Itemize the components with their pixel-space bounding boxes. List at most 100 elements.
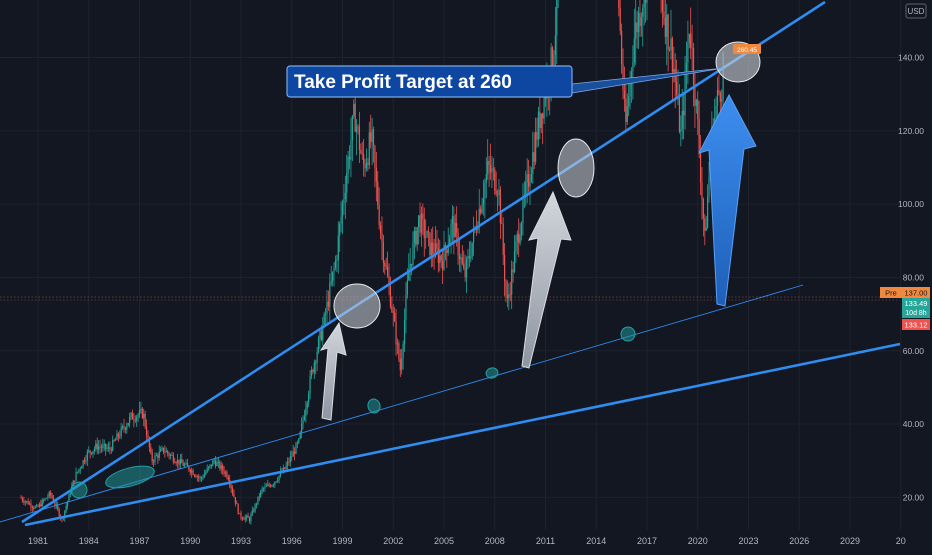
candle-body — [253, 510, 255, 512]
candle-body — [636, 22, 638, 33]
candle-body — [642, 7, 644, 18]
candle-body — [399, 359, 401, 371]
candle-body — [375, 167, 377, 182]
candle-body — [310, 370, 313, 376]
candle-body — [418, 215, 420, 228]
candle-body — [695, 99, 697, 106]
candle-body — [181, 459, 183, 464]
candle-body — [69, 493, 72, 495]
candle-body — [313, 362, 315, 373]
candle-body — [707, 197, 709, 228]
overlays: 260.45 — [0, 0, 901, 527]
candle-body — [303, 416, 306, 420]
candle-body — [23, 500, 25, 503]
lower-trendline[interactable] — [24, 342, 901, 527]
time-axis[interactable]: 1981 1984 1987 1990 1993 1996 1999 2002 2005 2008… — [28, 536, 906, 546]
candle-body — [275, 481, 277, 483]
candle-body — [324, 313, 327, 315]
candle-body — [106, 448, 108, 450]
candle-body — [138, 409, 141, 415]
candle-body — [161, 447, 163, 450]
candle-body — [339, 224, 341, 236]
candle-body — [440, 255, 442, 261]
candle-body — [353, 103, 355, 116]
candle-body — [282, 467, 284, 473]
candle-body — [21, 498, 24, 501]
price-axis[interactable]: 280.00260.00240.00220.00200.00180.00160.… — [898, 0, 925, 503]
touch-point-marker[interactable] — [485, 367, 499, 380]
touch-point-marker[interactable] — [104, 462, 157, 492]
up-arrow-white[interactable] — [521, 190, 572, 369]
candle-body — [423, 218, 425, 238]
up-arrow-white[interactable] — [319, 321, 347, 421]
candle-body — [168, 453, 170, 456]
candle-body — [637, 12, 640, 33]
candle-body — [495, 190, 497, 194]
candle-body — [535, 131, 537, 162]
candle-body — [329, 283, 331, 307]
touch-point-marker[interactable] — [69, 480, 89, 500]
candle-body — [387, 266, 389, 277]
candle-body — [155, 455, 158, 457]
candle-body — [160, 449, 162, 452]
candle-body — [502, 224, 504, 255]
candle-body — [279, 471, 282, 476]
upper-trendline[interactable] — [21, 0, 826, 524]
candle-body — [639, 12, 641, 27]
candle-body — [116, 433, 118, 440]
candle-body — [520, 223, 523, 236]
candle-body — [406, 280, 408, 295]
y-tick-label: 80.00 — [903, 272, 925, 282]
peak-highlight-2013[interactable] — [557, 138, 595, 198]
candle-body — [315, 362, 317, 364]
candle-body — [465, 259, 468, 278]
x-tick-label: 20 — [896, 536, 906, 546]
candle-body — [167, 451, 169, 454]
candle-body — [185, 463, 187, 465]
candle-body — [716, 90, 719, 106]
candle-body — [284, 467, 286, 469]
last-price-badge — [902, 298, 930, 318]
y-tick-label: 140.00 — [898, 53, 924, 63]
annotation-box[interactable]: Take Profit Target at 260 — [286, 65, 573, 98]
candle-body — [172, 455, 174, 462]
candle-body — [367, 162, 369, 165]
candle-body — [309, 375, 311, 394]
candle-body — [291, 456, 293, 458]
candle-body — [539, 111, 541, 129]
candle-body — [196, 476, 198, 478]
touch-point-marker[interactable] — [619, 325, 636, 342]
candle-body — [147, 435, 149, 438]
candle-body — [250, 515, 252, 522]
candle-body — [285, 465, 287, 469]
candle-body — [518, 233, 520, 244]
candle-body — [131, 412, 134, 420]
candle-body — [478, 208, 480, 228]
candle-body — [207, 466, 210, 469]
touch-point-marker[interactable] — [366, 398, 381, 415]
candle-body — [385, 266, 387, 268]
x-tick-label: 2005 — [434, 536, 454, 546]
candle-body — [468, 256, 470, 259]
candle-body — [107, 447, 110, 449]
last-price-text: 133.49 — [905, 299, 928, 308]
candle-body — [305, 408, 307, 417]
candle-body — [457, 232, 459, 256]
close-price-badge — [902, 319, 930, 330]
candle-body — [487, 160, 489, 175]
target-arrow-blue[interactable] — [698, 93, 757, 307]
peak-highlight-1999[interactable] — [333, 283, 381, 329]
candle-body — [663, 11, 665, 18]
candle-body — [54, 502, 56, 506]
candle-body — [673, 69, 675, 73]
candle-body — [402, 343, 404, 359]
candle-body — [86, 451, 88, 460]
candle-body — [265, 485, 267, 487]
candle-body — [243, 518, 245, 520]
candle-body — [251, 510, 253, 516]
candle-body — [38, 503, 41, 507]
candle-body — [392, 311, 394, 313]
candle-body — [261, 488, 263, 491]
